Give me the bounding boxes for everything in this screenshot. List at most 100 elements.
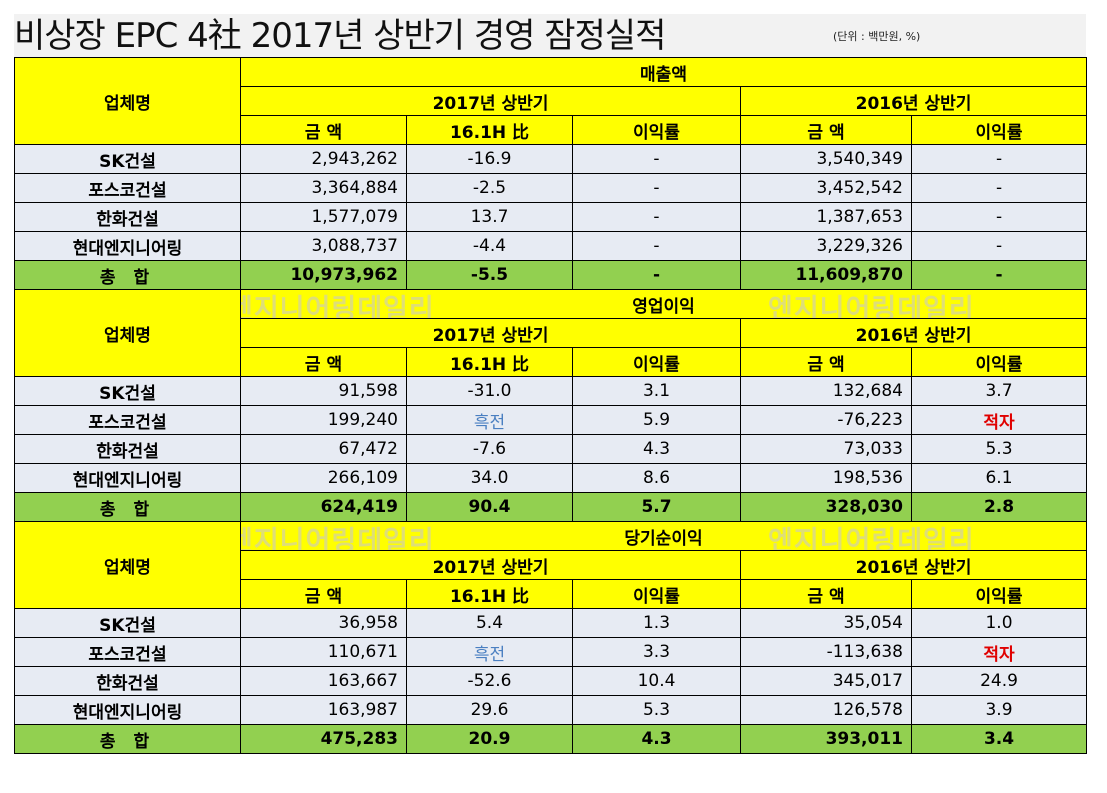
vs-prev-value: -4.4 (406, 231, 573, 261)
company-header: 업체명 (14, 289, 241, 377)
amount-2016: 1,387,653 (740, 202, 912, 232)
table-row: 현대엔지니어링 163,987 29.6 5.3 126,578 3.9 (14, 695, 1088, 725)
total-row: 총 합 10,973,962 -5.5-11,609,870- (14, 260, 1088, 290)
company-name: 한화건설 (14, 434, 241, 464)
period-row: 2017년 상반기 2016년 상반기 (15, 86, 1088, 116)
vs-prev-value: -16.9 (406, 144, 573, 174)
total-margin-2016: 3.4 (910, 724, 1088, 754)
amount-header: 금 액 (240, 579, 407, 609)
amount-2017: 91,598 (240, 376, 407, 406)
table-row: 포스코건설 3,364,884 -2.5-3,452,542- (14, 173, 1088, 203)
total-label: 총 합 (14, 724, 241, 754)
amount-2016: 345,017 (740, 666, 912, 696)
total-vs-prev: 90.4 (406, 492, 573, 522)
watermark: 엔지니어링데일리 (768, 294, 975, 319)
table-row: SK건설 36,958 5.4 1.3 35,054 1.0 (14, 608, 1088, 638)
table-row: 한화건설 163,667 -52.6 10.4 345,017 24.9 (14, 666, 1088, 696)
margin-2017: 4.3 (572, 434, 741, 464)
table-row: 포스코건설 110,671 흑전 3.3 -113,638 적자 (14, 637, 1088, 667)
performance-table: 업체명 매출액 2017년 상반기 2016년 상반기 금 액 16.1H 比 이익률 금 액… (14, 57, 1088, 754)
unit-note: (단위 : 백만원, %) (833, 30, 921, 43)
total-margin-2016: - (910, 260, 1088, 290)
margin-header: 이익률 (910, 115, 1088, 145)
vs-prev-value: -52.6 (406, 666, 573, 696)
vs-prev-header: 16.1H 比 (406, 579, 573, 609)
section-title-cell: 매출액 (239, 57, 1088, 87)
amount-2016: 3,540,349 (740, 144, 912, 174)
total-amount-2017: 475,283 (240, 724, 407, 754)
vs-prev-value: 29.6 (406, 695, 573, 725)
vs-prev-value: 34.0 (406, 463, 573, 493)
margin-2017: - (572, 231, 741, 261)
company-header: 업체명 (14, 521, 241, 609)
amount-2016: 3,229,326 (740, 231, 912, 261)
subheader-row: 금 액 16.1H 比 이익률 금 액 이익률 (15, 579, 1088, 609)
watermark: 엔지니어링데일리 (240, 526, 435, 551)
margin-2016: 6.1 (910, 463, 1088, 493)
margin-header: 이익률 (572, 347, 741, 377)
amount-2017: 266,109 (240, 463, 407, 493)
period-row: 2017년 상반기 2016년 상반기 (15, 550, 1088, 580)
total-vs-prev: 20.9 (406, 724, 573, 754)
company-name: 포스코건설 (14, 173, 241, 203)
margin-2016: - (910, 173, 1088, 203)
company-name: 포스코건설 (14, 637, 241, 667)
subheader-row: 금 액 16.1H 比 이익률 금 액 이익률 (15, 347, 1088, 377)
total-margin-2017: 5.7 (572, 492, 741, 522)
total-margin-2017: 4.3 (572, 724, 741, 754)
margin-2017: - (572, 173, 741, 203)
amount-header: 금 액 (240, 347, 407, 377)
vs-prev-header: 16.1H 比 (406, 115, 573, 145)
company-name: 한화건설 (14, 666, 241, 696)
amount-2016: 73,033 (740, 434, 912, 464)
total-amount-2016: 11,609,870 (740, 260, 912, 290)
period-2017-header: 2017년 상반기 (240, 86, 741, 116)
amount-2017: 163,987 (240, 695, 407, 725)
margin-2016: 적자 (910, 405, 1088, 435)
section-title: 당기순이익 (624, 528, 703, 549)
amount-2016: 126,578 (740, 695, 912, 725)
section-title-cell: 엔지니어링데일리 엔지니어링데일리 영업이익 (239, 289, 1088, 319)
table-row: 현대엔지니어링 3,088,737 -4.4-3,229,326- (14, 231, 1088, 261)
table-row: 한화건설 67,472 -7.6 4.3 73,033 5.3 (14, 434, 1088, 464)
vs-prev-value: 5.4 (406, 608, 573, 638)
table-row: 현대엔지니어링 266,109 34.0 8.6 198,536 6.1 (14, 463, 1088, 493)
total-label: 총 합 (14, 492, 241, 522)
amount-2016: 132,684 (740, 376, 912, 406)
margin-header: 이익률 (910, 347, 1088, 377)
vs-prev-header: 16.1H 比 (406, 347, 573, 377)
watermark: 엔지니어링데일리 (240, 294, 435, 319)
table-row: 포스코건설 199,240 흑전 5.9 -76,223 적자 (14, 405, 1088, 435)
amount-2017: 2,943,262 (240, 144, 407, 174)
table-row: 한화건설 1,577,079 13.7-1,387,653- (14, 202, 1088, 232)
company-name: SK건설 (14, 144, 241, 174)
period-row: 2017년 상반기 2016년 상반기 (15, 318, 1088, 348)
margin-2016: 5.3 (910, 434, 1088, 464)
section-title-row: 업체명 엔지니어링데일리 엔지니어링데일리 영업이익 (14, 289, 1088, 377)
margin-2017: 5.3 (572, 695, 741, 725)
margin-header: 이익률 (572, 579, 741, 609)
margin-2017: - (572, 144, 741, 174)
amount-header: 금 액 (740, 579, 912, 609)
total-margin-2016: 2.8 (910, 492, 1088, 522)
section-title-cell: 엔지니어링데일리 엔지니어링데일리 당기순이익 (239, 521, 1088, 551)
amount-2017: 3,364,884 (240, 173, 407, 203)
vs-prev-value: 13.7 (406, 202, 573, 232)
company-header: 업체명 (14, 57, 241, 145)
subheader-row: 금 액 16.1H 比 이익률 금 액 이익률 (15, 115, 1088, 145)
margin-2017: 10.4 (572, 666, 741, 696)
amount-2017: 3,088,737 (240, 231, 407, 261)
margin-2016: - (910, 231, 1088, 261)
total-amount-2016: 328,030 (740, 492, 912, 522)
total-margin-2017: - (572, 260, 741, 290)
amount-2016: -113,638 (740, 637, 912, 667)
margin-2017: 3.1 (572, 376, 741, 406)
table-row: SK건설 91,598 -31.0 3.1 132,684 3.7 (14, 376, 1088, 406)
watermark: 엔지니어링데일리 (768, 526, 975, 551)
margin-2016: - (910, 202, 1088, 232)
company-name: 포스코건설 (14, 405, 241, 435)
total-row: 총 합 475,283 20.9 4.3 393,011 3.4 (14, 724, 1088, 754)
total-label: 총 합 (14, 260, 241, 290)
margin-2017: 5.9 (572, 405, 741, 435)
total-amount-2017: 10,973,962 (240, 260, 407, 290)
